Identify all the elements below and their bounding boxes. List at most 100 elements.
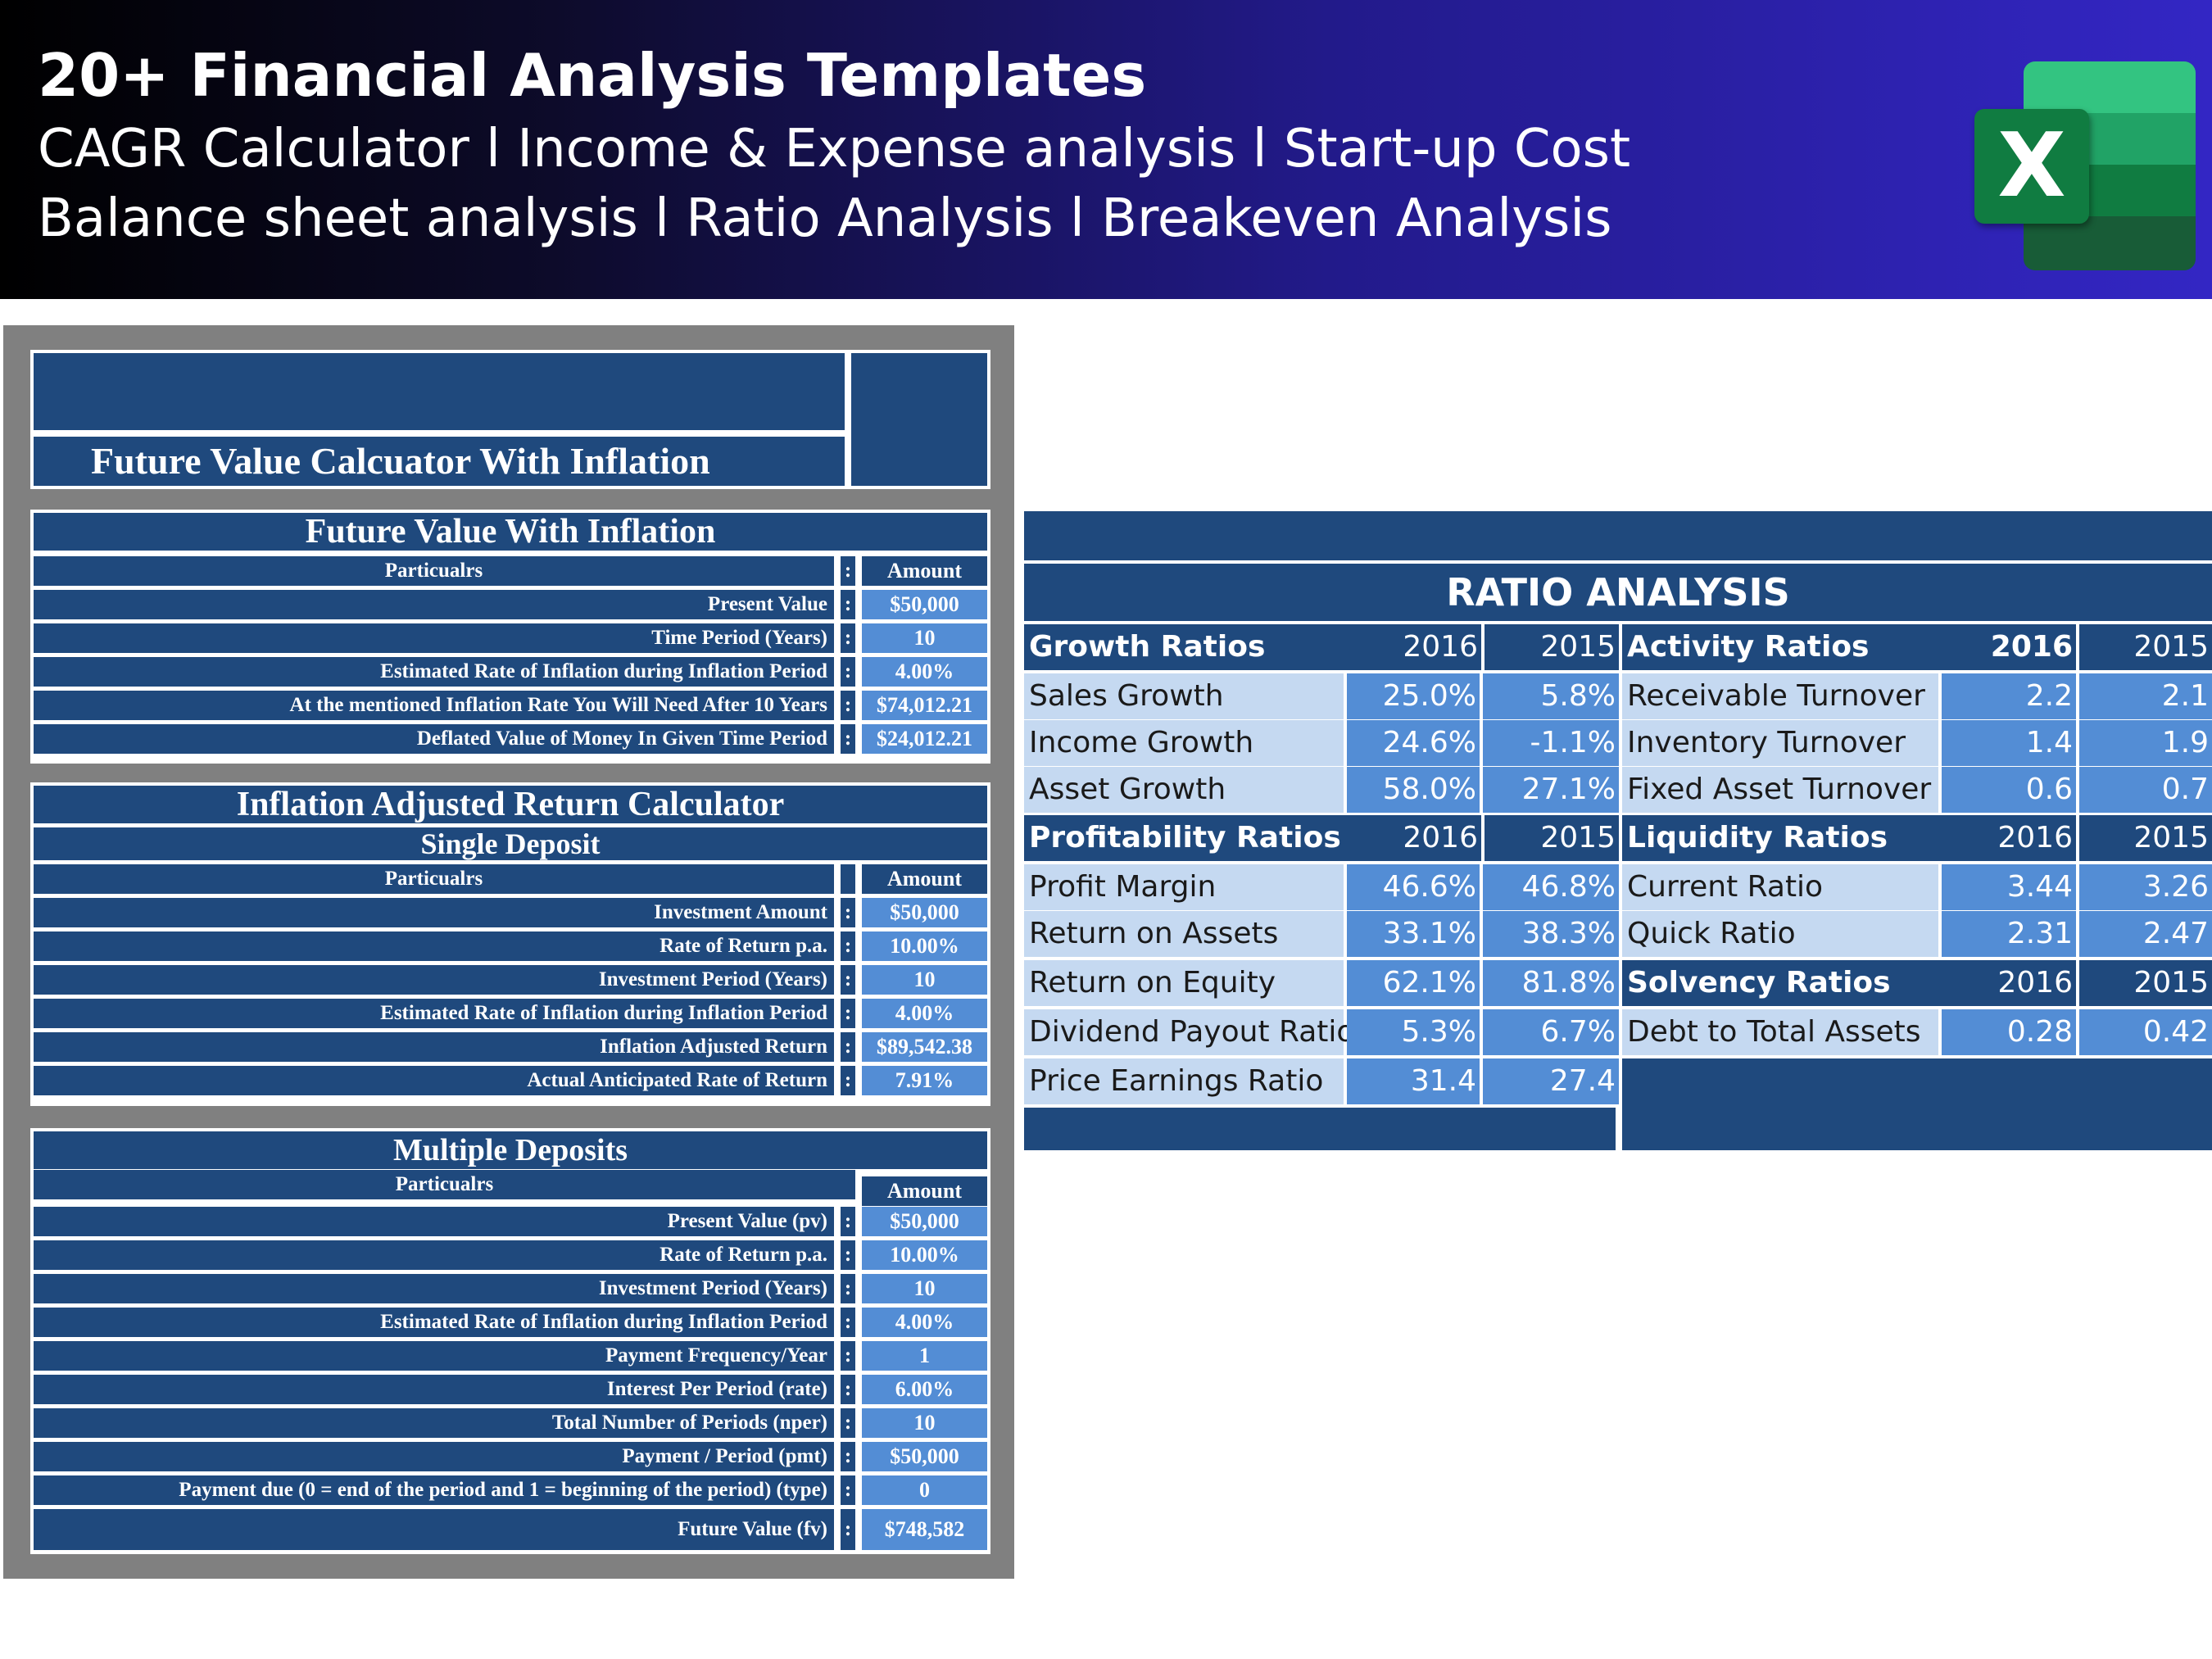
amount-header: Amount xyxy=(862,1176,987,1206)
ratio-value[interactable]: 58.0% xyxy=(1347,767,1480,813)
excel-letter: X xyxy=(1974,109,2089,224)
activity-ratios-header: Activity Ratios xyxy=(1622,624,1942,670)
table-row: Estimated Rate of Inflation during Infla… xyxy=(34,1308,987,1337)
table-row: At the mentioned Inflation Rate You Will… xyxy=(34,691,987,720)
ratio-value[interactable]: 0.6 xyxy=(1942,767,2076,813)
ratio-label: Price Earnings Ratio xyxy=(1024,1058,1344,1104)
amount-cell[interactable]: 10 xyxy=(862,965,987,995)
ratio-label: Return on Assets xyxy=(1024,911,1344,957)
amount-cell[interactable]: $24,012.21 xyxy=(862,724,987,754)
ratio-value[interactable]: 46.6% xyxy=(1347,864,1480,910)
amount-cell[interactable]: $50,000 xyxy=(862,1207,987,1236)
table-row: Total Number of Periods (nper):10 xyxy=(34,1408,987,1438)
amount-cell[interactable]: 7.91% xyxy=(862,1066,987,1095)
ratio-value[interactable]: 1.9 xyxy=(2079,720,2212,766)
ratio-value[interactable]: 27.1% xyxy=(1483,767,1619,813)
table-row: Interest Per Period (rate):6.00% xyxy=(34,1375,987,1404)
banner-subtitle-line-2: Balance sheet analysis l Ratio Analysis … xyxy=(38,188,1612,249)
ratio-label: Profit Margin xyxy=(1024,864,1344,910)
ratio-value[interactable]: 0.7 xyxy=(2079,767,2212,813)
ratio-value[interactable]: 3.44 xyxy=(1942,864,2076,910)
ratio-value[interactable]: -1.1% xyxy=(1483,720,1619,766)
table-row: Deflated Value of Money In Given Time Pe… xyxy=(34,724,987,754)
table-row: Rate of Return p.a.:10.00% xyxy=(34,931,987,961)
ratio-value[interactable]: 2.2 xyxy=(1942,673,2076,719)
ratio-value[interactable]: 3.26 xyxy=(2079,864,2212,910)
amount-cell[interactable]: 4.00% xyxy=(862,1308,987,1337)
section-title: Future Value With Inflation xyxy=(34,513,987,551)
ratio-label: Current Ratio xyxy=(1622,864,1938,910)
header-banner: 20+ Financial Analysis Templates CAGR Ca… xyxy=(0,0,2212,299)
table-row: Present Value: $50,000 xyxy=(34,590,987,619)
ratio-analysis-title: RATIO ANALYSIS xyxy=(1024,564,2212,621)
ratio-label: Quick Ratio xyxy=(1622,911,1938,957)
amount-cell[interactable]: $748,582 xyxy=(862,1509,987,1550)
table-row: Estimated Rate of Inflation during Infla… xyxy=(34,999,987,1028)
amount-cell[interactable]: 10.00% xyxy=(862,1240,987,1270)
amount-cell[interactable]: $74,012.21 xyxy=(862,691,987,720)
table-header-row: Particualrs Amount xyxy=(34,864,987,894)
ratio-value[interactable]: 27.4 xyxy=(1483,1058,1619,1104)
amount-header: Amount xyxy=(862,556,987,586)
ratio-value[interactable]: 46.8% xyxy=(1483,864,1619,910)
amount-cell[interactable]: $50,000 xyxy=(862,1442,987,1471)
ratio-value[interactable]: 2.31 xyxy=(1942,911,2076,957)
amount-cell[interactable]: $89,542.38 xyxy=(862,1032,987,1062)
ratio-value[interactable]: 24.6% xyxy=(1347,720,1480,766)
ratio-analysis-table: RATIO ANALYSIS Growth Ratios 2016 2015 S… xyxy=(1024,508,2212,1151)
table-row: Payment due (0 = end of the period and 1… xyxy=(34,1475,987,1505)
amount-cell[interactable]: 0 xyxy=(862,1475,987,1505)
ratio-label: Debt to Total Assets xyxy=(1622,1009,1938,1055)
amount-cell[interactable]: $50,000 xyxy=(862,898,987,927)
ratio-value[interactable]: 0.28 xyxy=(1942,1009,2076,1055)
table-row: Investment Period (Years):10 xyxy=(34,965,987,995)
ratio-value[interactable]: 0.42 xyxy=(2079,1009,2212,1055)
ratio-value[interactable]: 25.0% xyxy=(1347,673,1480,719)
ratio-value[interactable]: 33.1% xyxy=(1347,911,1480,957)
ratio-value[interactable]: 2.1 xyxy=(2079,673,2212,719)
calculator-title-block: Future Value Calcuator With Inflation xyxy=(30,350,990,489)
amount-cell[interactable]: $50,000 xyxy=(862,590,987,619)
ratio-label: Receivable Turnover xyxy=(1622,673,1938,719)
ratio-value[interactable]: 31.4 xyxy=(1347,1058,1480,1104)
amount-cell[interactable]: 4.00% xyxy=(862,657,987,687)
ratio-label: Return on Equity xyxy=(1024,960,1344,1006)
particulars-header: Particualrs xyxy=(34,556,834,586)
particulars-header: Particualrs xyxy=(34,1170,855,1199)
table-row: Inflation Adjusted Return: $89,542.38 xyxy=(34,1032,987,1062)
banner-subtitle-line-1: CAGR Calculator l Income & Expense analy… xyxy=(38,119,1631,179)
table-row: Investment Period (Years):10 xyxy=(34,1274,987,1303)
section-title: Inflation Adjusted Return Calculator xyxy=(34,786,987,823)
table-row: Rate of Return p.a.:10.00% xyxy=(34,1240,987,1270)
ratio-value[interactable]: 81.8% xyxy=(1483,960,1619,1006)
table-row: Payment Frequency/Year:1 xyxy=(34,1341,987,1371)
amount-cell[interactable]: 10.00% xyxy=(862,931,987,961)
banner-title: 20+ Financial Analysis Templates xyxy=(38,41,1147,110)
ratio-value[interactable]: 38.3% xyxy=(1483,911,1619,957)
amount-cell[interactable]: 6.00% xyxy=(862,1375,987,1404)
table-row: Future Value (fv): $748,582 xyxy=(34,1509,987,1550)
amount-cell[interactable]: 1 xyxy=(862,1341,987,1371)
table-header-row: Particualrs : Amount xyxy=(34,556,987,586)
amount-cell[interactable]: 10 xyxy=(862,623,987,653)
fv-calculator-sheet: Future Value Calcuator With Inflation Fu… xyxy=(3,325,1014,1579)
amount-cell[interactable]: 4.00% xyxy=(862,999,987,1028)
ratio-value[interactable]: 62.1% xyxy=(1347,960,1480,1006)
growth-ratios-header: Growth Ratios xyxy=(1024,624,1346,670)
ratio-value[interactable]: 6.7% xyxy=(1483,1009,1619,1055)
ratio-value[interactable]: 5.8% xyxy=(1483,673,1619,719)
ratio-label: Inventory Turnover xyxy=(1622,720,1938,766)
ratio-label: Asset Growth xyxy=(1024,767,1344,813)
profitability-ratios-header: Profitability Ratios xyxy=(1024,815,1346,861)
ratio-label: Dividend Payout Ratio xyxy=(1024,1009,1354,1055)
ratio-value[interactable]: 1.4 xyxy=(1942,720,2076,766)
ratio-value[interactable]: 5.3% xyxy=(1347,1009,1480,1055)
table-row: Present Value (pv): $50,000 xyxy=(34,1207,987,1236)
amount-cell[interactable]: 10 xyxy=(862,1274,987,1303)
ratio-value[interactable]: 2.47 xyxy=(2079,911,2212,957)
table-row: Actual Anticipated Rate of Return:7.91% xyxy=(34,1066,987,1095)
calculator-title: Future Value Calcuator With Inflation xyxy=(34,437,845,486)
excel-icon: X xyxy=(1974,61,2196,270)
amount-cell[interactable]: 10 xyxy=(862,1408,987,1438)
table-row: Payment / Period (pmt): $50,000 xyxy=(34,1442,987,1471)
